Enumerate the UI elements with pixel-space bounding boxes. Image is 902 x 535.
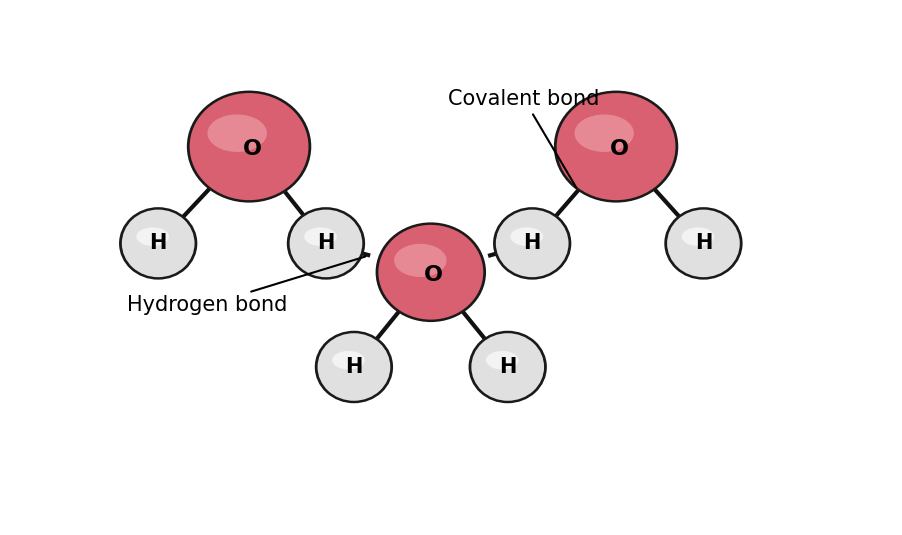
Ellipse shape [575,114,634,152]
Text: Covalent bond: Covalent bond [448,89,600,187]
Ellipse shape [557,93,676,200]
Ellipse shape [304,227,336,246]
Text: O: O [610,139,629,159]
Ellipse shape [122,210,195,277]
Ellipse shape [554,90,678,203]
Text: H: H [318,233,335,254]
Ellipse shape [290,210,363,277]
Ellipse shape [496,210,568,277]
Ellipse shape [664,207,742,280]
Ellipse shape [375,223,486,322]
Ellipse shape [472,333,544,401]
Text: O: O [424,265,443,285]
Text: H: H [499,357,517,377]
Text: O: O [243,139,262,159]
Ellipse shape [682,227,714,246]
Ellipse shape [468,331,547,403]
Ellipse shape [207,114,267,152]
Ellipse shape [136,227,169,246]
Ellipse shape [379,225,483,319]
Text: H: H [150,233,167,254]
Ellipse shape [187,90,311,203]
Ellipse shape [318,333,391,401]
Text: H: H [523,233,541,254]
Ellipse shape [493,207,571,280]
Ellipse shape [511,227,543,246]
Ellipse shape [332,351,364,370]
Ellipse shape [315,331,393,403]
Ellipse shape [189,93,308,200]
Ellipse shape [667,210,740,277]
Ellipse shape [394,244,446,277]
Text: Hydrogen bond: Hydrogen bond [126,257,365,315]
Text: H: H [695,233,713,254]
Ellipse shape [119,207,198,280]
Ellipse shape [486,351,519,370]
Text: H: H [345,357,363,377]
Ellipse shape [287,207,365,280]
